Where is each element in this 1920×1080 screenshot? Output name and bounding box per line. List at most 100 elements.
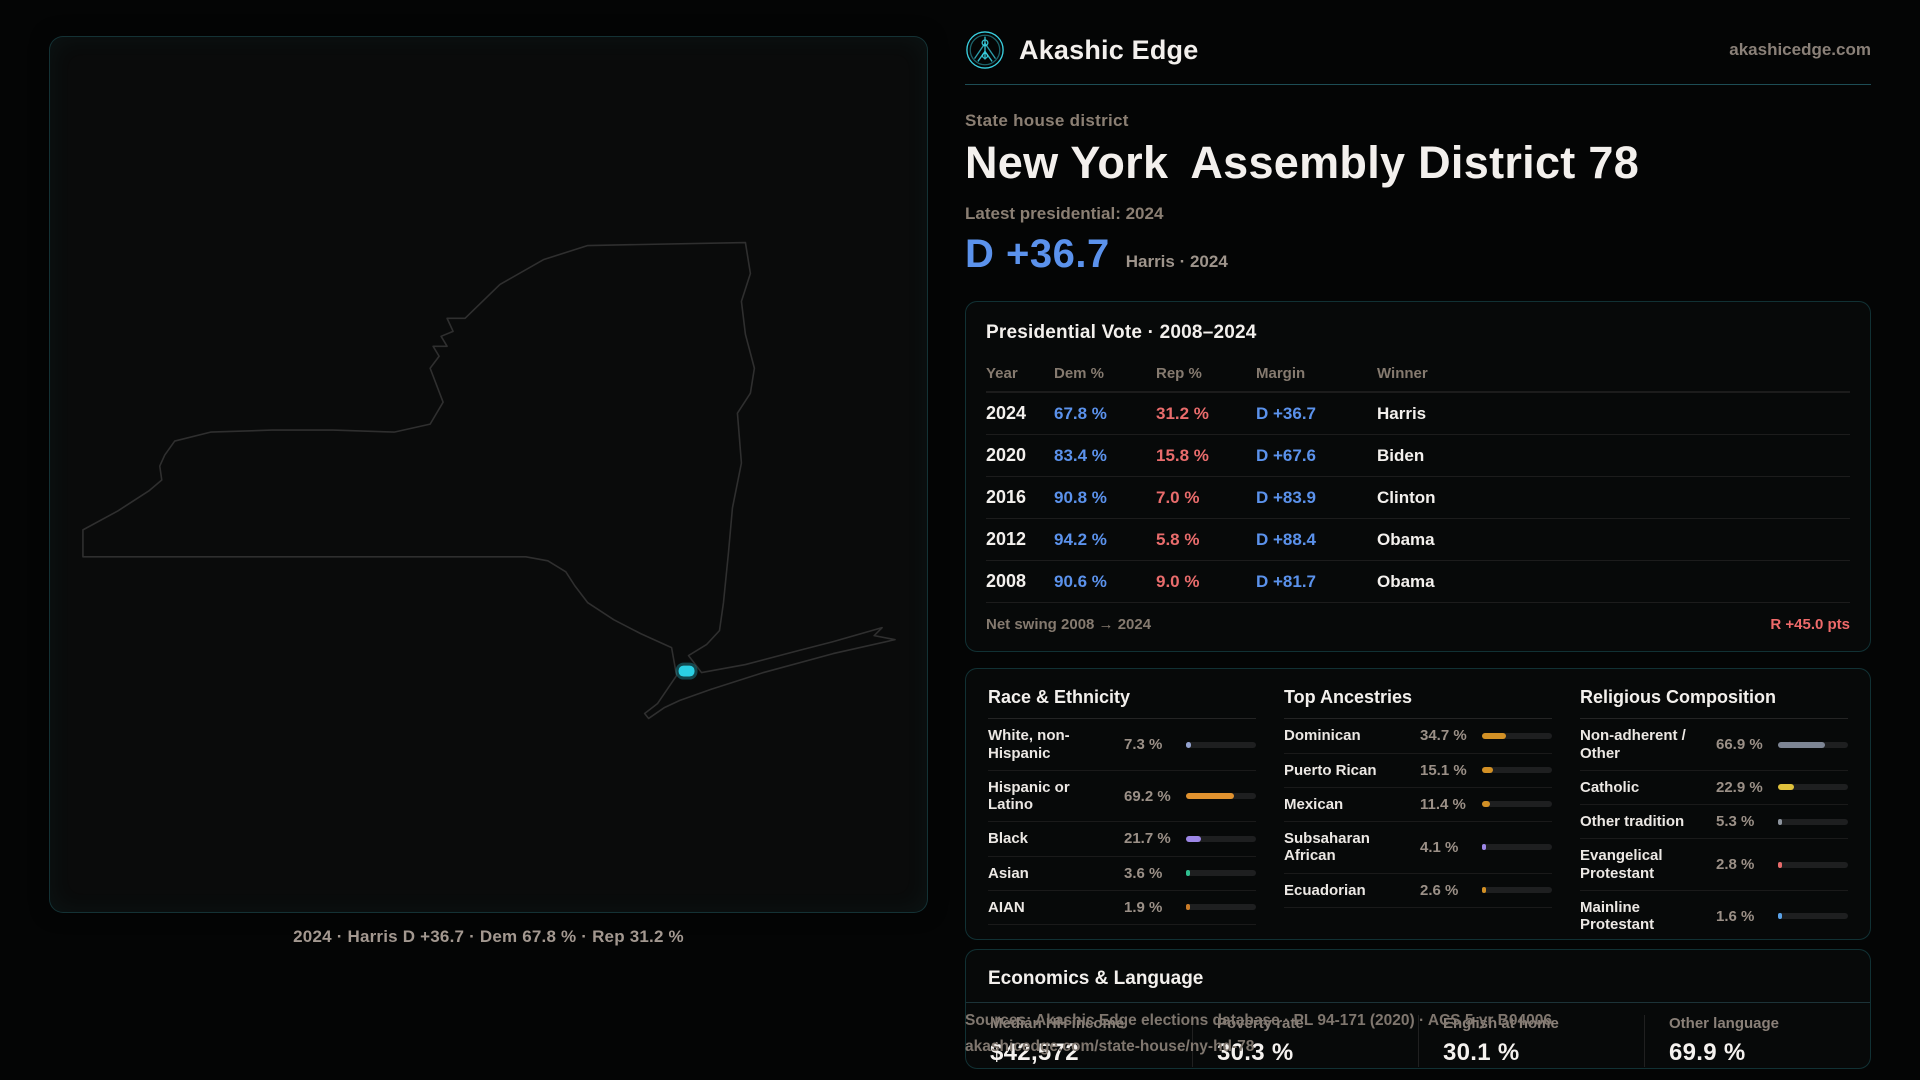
cell-winner: Harris (1377, 403, 1427, 423)
cell-year: 2016 (986, 487, 1027, 508)
state-outline (82, 241, 896, 720)
economics-stat: Median HH income $42,572 (966, 1015, 1192, 1067)
demo-label: Subsaharan African (1284, 830, 1370, 865)
cell-winner: Obama (1377, 571, 1435, 591)
demo-bar-fill (1482, 801, 1490, 808)
demo-bar-track (1186, 870, 1256, 877)
demo-row: Mexican 11.4 % (1284, 788, 1552, 822)
cell-margin: D +81.7 (1256, 571, 1317, 591)
cell-dem-pct: 90.8 % (1054, 487, 1107, 507)
demo-row: Other tradition 5.3 % (1580, 805, 1848, 840)
demo-row: Catholic 22.9 % (1580, 771, 1848, 805)
demo-row: Hispanic or Latino 69.2 % (988, 771, 1256, 823)
card-title: Presidential Vote · 2008–2024 (986, 322, 1257, 344)
stat-value: 30.3 % (1217, 1039, 1294, 1066)
demo-bar-track (1778, 818, 1848, 825)
brand-logo-icon (965, 30, 1005, 70)
district-type-label: State house district (965, 111, 1129, 130)
table-row: 2020 83.4 % 15.8 % D +67.6 Biden (986, 434, 1850, 476)
demo-label: Ecuadorian (1284, 881, 1366, 899)
demo-bar-fill (1482, 767, 1493, 774)
card-title: Economics & Language (988, 968, 1204, 989)
demo-row: Ecuadorian 2.6 % (1284, 874, 1552, 908)
stat-value: 30.1 % (1443, 1039, 1520, 1066)
cell-year: 2024 (986, 403, 1027, 424)
table-row: 2016 90.8 % 7.0 % D +83.9 Clinton (986, 476, 1850, 518)
cell-winner: Biden (1377, 445, 1425, 465)
economics-stat: Poverty rate 30.3 % (1192, 1015, 1418, 1067)
district-map-card (49, 36, 928, 913)
title-district: Assembly District 78 (1190, 137, 1640, 188)
table-body: 2024 67.8 % 31.2 % D +36.7 Harris 2020 83.4 % 1… (986, 392, 1850, 602)
table-row: 2024 67.8 % 31.2 % D +36.7 Harris (986, 392, 1850, 434)
cell-margin: D +88.4 (1256, 529, 1317, 549)
col-header-year: Year (986, 365, 1018, 383)
cell-rep-pct: 15.8 % (1156, 445, 1209, 465)
col-header-margin: Margin (1256, 365, 1306, 383)
cell-rep-pct: 31.2 % (1156, 403, 1209, 423)
demo-label: White, non-Hispanic (988, 727, 1070, 762)
demo-label: Non-adherent / Other (1580, 727, 1686, 762)
stat-label: Poverty rate (1217, 1015, 1304, 1032)
economics-stat: Other language 69.9 % (1644, 1015, 1870, 1067)
demo-bar-fill (1778, 741, 1825, 748)
cell-margin: D +67.6 (1256, 445, 1317, 465)
cell-margin: D +83.9 (1256, 487, 1317, 507)
table-header-row: Year Dem % Rep % Margin Winner (986, 356, 1850, 393)
demo-label: Hispanic or Latino (988, 778, 1070, 813)
demo-bar-track (1482, 801, 1552, 808)
demo-bar-track (1482, 887, 1552, 894)
demo-value: 3.6 % (1124, 864, 1163, 882)
cell-winner: Clinton (1377, 487, 1436, 507)
demo-bar-track (1482, 844, 1552, 851)
demo-bar-track (1482, 732, 1552, 739)
col-header-dem: Dem % (1054, 365, 1105, 383)
title-state: New York (965, 137, 1169, 188)
demographics-card: Race & Ethnicity White, non-Hispanic 7.3 … (965, 668, 1871, 941)
demo-row: Subsaharan African 4.1 % (1284, 822, 1552, 874)
cell-margin: D +36.7 (1256, 403, 1317, 423)
cell-winner: Obama (1377, 529, 1435, 549)
economics-stat: English at home 30.1 % (1418, 1015, 1644, 1067)
demo-bar-fill (1778, 784, 1795, 791)
economics-stats-row: Median HH income $42,572 Poverty rate 30.3 … (966, 1015, 1870, 1067)
religious-composition-panel: Religious Composition Non-adherent / Oth… (1580, 687, 1848, 939)
demo-bar-fill (1778, 861, 1782, 868)
demo-label: Mexican (1284, 795, 1344, 813)
demo-row: Black 21.7 % (988, 822, 1256, 857)
race-ethnicity-panel: Race & Ethnicity White, non-Hispanic 7.3 … (988, 687, 1256, 939)
demo-value: 22.9 % (1716, 778, 1763, 796)
demo-value: 5.3 % (1716, 813, 1755, 831)
margin-headline: D +36.7 (965, 232, 1110, 277)
demo-value: 2.6 % (1420, 881, 1459, 899)
demo-value: 21.7 % (1124, 830, 1171, 848)
district-marker (675, 662, 698, 680)
demo-value: 11.4 % (1420, 795, 1466, 813)
top-ancestries-panel: Top Ancestries Dominican 34.7 % Puerto Ric… (1284, 687, 1552, 939)
brand-name[interactable]: Akashic Edge (1019, 34, 1199, 65)
demo-label: Dominican (1284, 727, 1361, 745)
panel-title: Religious Composition (1580, 687, 1848, 720)
cell-dem-pct: 67.8 % (1054, 403, 1107, 423)
divider (966, 1002, 1870, 1003)
demo-bar-fill (1482, 887, 1486, 894)
demo-row: White, non-Hispanic 7.3 % (988, 719, 1256, 771)
page-title: New York Assembly District 78 (965, 137, 1871, 188)
demo-bar-track (1482, 767, 1552, 774)
demo-bar-track (1778, 861, 1848, 868)
demo-bar-fill (1186, 870, 1190, 877)
col-header-rep: Rep % (1156, 365, 1202, 383)
panel-title: Race & Ethnicity (988, 687, 1256, 720)
demo-bar-fill (1186, 741, 1192, 748)
net-swing-label: Net swing 2008 → 2024 (986, 616, 1152, 634)
table-row: 2008 90.6 % 9.0 % D +81.7 Obama (986, 560, 1850, 602)
cell-year: 2008 (986, 571, 1027, 592)
stat-value: $42,572 (990, 1039, 1079, 1066)
brand-domain-link[interactable]: akashicedge.com (1729, 40, 1871, 59)
demo-value: 34.7 % (1420, 727, 1467, 745)
cell-rep-pct: 5.8 % (1156, 529, 1200, 549)
demo-label: Puerto Rican (1284, 761, 1377, 779)
demo-bar-fill (1778, 818, 1782, 825)
cell-dem-pct: 83.4 % (1054, 445, 1107, 465)
cell-year: 2012 (986, 529, 1027, 550)
